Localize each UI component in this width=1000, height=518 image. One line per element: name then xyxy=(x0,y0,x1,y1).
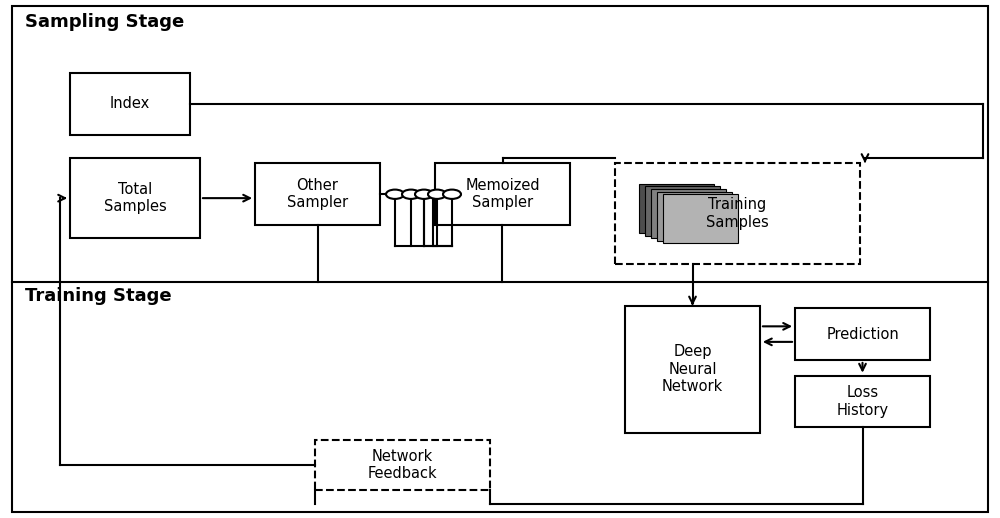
Text: Sampling Stage: Sampling Stage xyxy=(25,13,184,31)
Bar xyxy=(435,163,570,225)
Bar xyxy=(255,163,380,225)
Bar xyxy=(70,158,200,238)
Circle shape xyxy=(402,190,420,199)
Bar xyxy=(795,308,930,360)
Circle shape xyxy=(428,190,446,199)
Bar xyxy=(639,184,714,233)
Text: Total
Samples: Total Samples xyxy=(104,182,166,214)
Text: Deep
Neural
Network: Deep Neural Network xyxy=(662,344,723,394)
Circle shape xyxy=(443,190,461,199)
Text: Training
Samples: Training Samples xyxy=(706,197,769,230)
Circle shape xyxy=(415,190,433,199)
Text: Training Stage: Training Stage xyxy=(25,287,172,306)
Bar xyxy=(663,194,738,243)
Text: Index: Index xyxy=(110,96,150,111)
Bar xyxy=(651,189,726,238)
Bar xyxy=(625,306,760,433)
Bar xyxy=(657,192,732,241)
Bar xyxy=(70,73,190,135)
Circle shape xyxy=(386,190,404,199)
Bar xyxy=(315,440,490,490)
Bar xyxy=(795,376,930,427)
Text: Other
Sampler: Other Sampler xyxy=(287,178,348,210)
Bar xyxy=(645,186,720,236)
Text: Memoized
Sampler: Memoized Sampler xyxy=(465,178,540,210)
Bar xyxy=(615,163,860,264)
Text: Prediction: Prediction xyxy=(826,327,899,341)
Text: Loss
History: Loss History xyxy=(836,385,889,418)
Text: Network
Feedback: Network Feedback xyxy=(368,449,437,481)
